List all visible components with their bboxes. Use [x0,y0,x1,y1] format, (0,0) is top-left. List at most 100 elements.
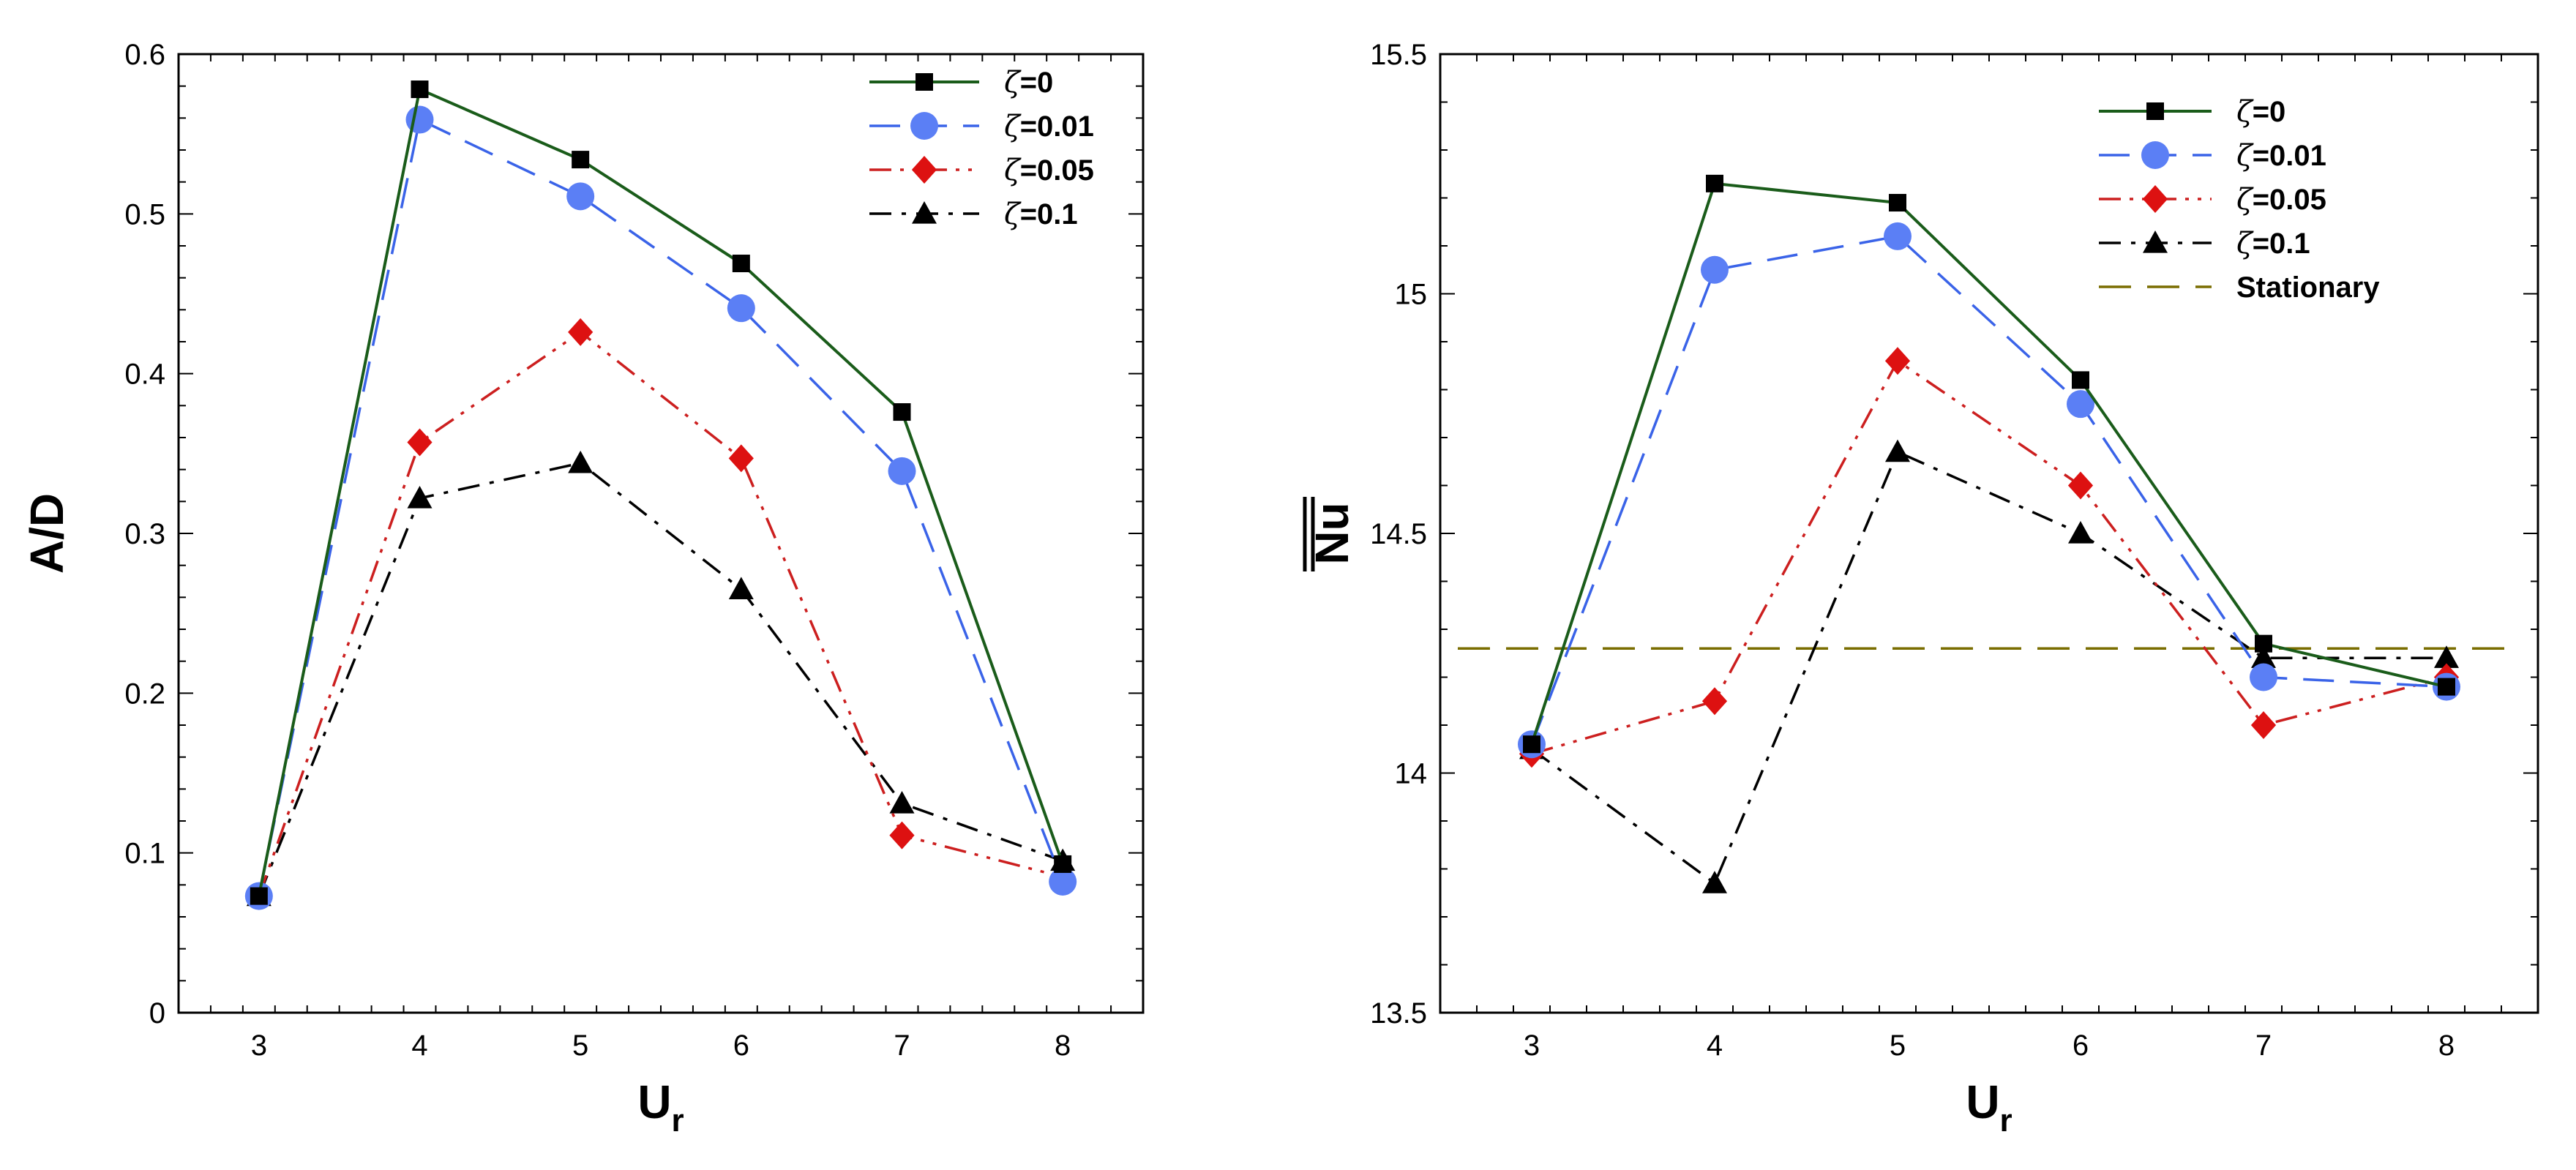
y-tick-label: 0.1 [124,838,165,870]
data-point-z001 [566,182,595,211]
legend-marker-z0 [916,73,933,91]
data-point-z001 [1049,867,1077,896]
data-point-z0 [1523,735,1540,754]
legend-label-z01: ζ=0.1 [2236,227,2310,260]
x-axis-title-main: U [1966,1076,1999,1128]
series-line-z005 [1531,359,2447,755]
legend-symbol: ζ [1004,198,1022,231]
series-line-z0 [1530,181,2447,745]
legend-value: =0.1 [2253,228,2310,260]
legend-label-z0: ζ=0 [2236,95,2285,129]
legend-value: =0 [1020,67,1054,99]
legend-symbol: ζ [2236,227,2254,260]
legend-symbol: ζ [1004,110,1022,143]
x-tick-label: 7 [2255,1030,2272,1062]
legend-label-z01: ζ=0.1 [1004,198,1078,231]
legend-marker-z001 [910,112,938,140]
series-z0 [1523,174,2455,754]
legend-value: =0.05 [1020,154,1094,187]
data-point-z005 [2067,471,2094,500]
x-tick-label: 4 [411,1030,427,1062]
x-tick-label: 6 [2073,1030,2089,1062]
x-tick-label: 7 [894,1030,910,1062]
data-point-z0 [732,255,750,273]
legend-marker-z001 [2141,141,2169,169]
legend-label-z005: ζ=0.05 [2236,183,2326,217]
data-point-z0 [1054,855,1072,873]
x-tick-label: 8 [1055,1030,1071,1062]
legend-value: =0.01 [2253,140,2326,172]
y-tick-label: 0.6 [124,39,165,71]
y-tick-label: 14 [1395,758,1428,790]
data-point-z01 [2068,521,2093,544]
y-axis-title: A/D [20,493,73,574]
legend-label-stationary: Stationary [2236,271,2380,304]
legend-marker-z01 [2143,230,2168,253]
x-axis-title: Ur [637,1076,684,1139]
data-point-z001 [888,457,916,485]
y-tick-label: 0.4 [124,359,165,391]
x-axis-title-main: U [637,1076,671,1128]
legend-symbol: ζ [2236,183,2254,217]
x-axis-title: Ur [1966,1076,2012,1139]
data-point-z01 [568,450,594,473]
legend-value: =0.01 [1020,110,1094,143]
data-point-z005 [889,821,915,850]
legend-value: Stationary [2236,271,2380,304]
x-axis-title-sub: r [672,1103,684,1139]
y-tick-label: 13.5 [1370,997,1427,1030]
chart-amplitude: 3 4 5 6 7 800.10.20.30.40.50.6UrA/Dζ=0ζ=0.01ζ… [20,39,1145,1139]
y-tick-label: 0 [149,997,165,1030]
data-point-z0 [1889,194,1906,212]
legend-value: =0 [2253,96,2286,128]
data-point-z01 [407,485,433,509]
series-line-z005 [258,330,1063,897]
y-tick-label: 15 [1395,279,1428,311]
data-point-z001 [1884,222,1912,250]
data-point-z01 [2251,645,2276,668]
x-tick-label: 3 [251,1030,267,1062]
data-point-z005 [1701,687,1728,716]
series-z0 [250,80,1072,905]
y-tick-label: 0.5 [124,198,165,230]
x-tick-label: 8 [2438,1030,2455,1062]
x-tick-label: 4 [1707,1030,1723,1062]
x-tick-label: 3 [1524,1030,1540,1062]
legend-symbol: ζ [1004,154,1022,187]
data-point-z01 [728,577,754,600]
data-point-z005 [568,318,594,346]
legend-marker-z005 [2142,185,2168,213]
data-point-z0 [572,151,590,169]
x-tick-label: 5 [1890,1030,1906,1062]
data-point-z0 [2438,678,2455,696]
legend-symbol: ζ [2236,139,2254,173]
data-point-z001 [1701,255,1729,284]
data-point-z001 [727,294,755,323]
x-axis-title-sub: r [2000,1103,2012,1139]
data-point-z0 [2072,371,2089,389]
y-tick-label: 14.5 [1370,518,1427,550]
series-line-z0 [257,87,1065,897]
data-point-z01 [1885,439,1910,462]
x-tick-label: 6 [733,1030,749,1062]
y-tick-label: 0.3 [124,518,165,550]
series-line-z01 [258,462,1063,897]
data-point-z01 [1702,871,1727,893]
legend-symbol: ζ [1004,66,1022,100]
series-line-z01 [1530,450,2446,885]
legend-label-z001: ζ=0.01 [2236,139,2326,173]
x-tick-label: 5 [572,1030,588,1062]
data-point-z005 [407,428,433,457]
data-point-z0 [893,403,911,421]
series-line-z001 [1530,235,2447,745]
chart-nusselt: 3 4 5 6 7 813.51414.51515.5UrNuζ=0ζ=0.01ζ=0.0… [1303,39,2539,1139]
data-point-z0 [250,887,268,905]
data-point-z001 [2250,663,2277,691]
data-point-z01 [889,790,915,814]
y-tick-label: 0.2 [124,678,165,710]
series-line-z001 [258,117,1064,896]
data-point-z005 [2250,711,2277,739]
data-point-z0 [411,80,429,99]
